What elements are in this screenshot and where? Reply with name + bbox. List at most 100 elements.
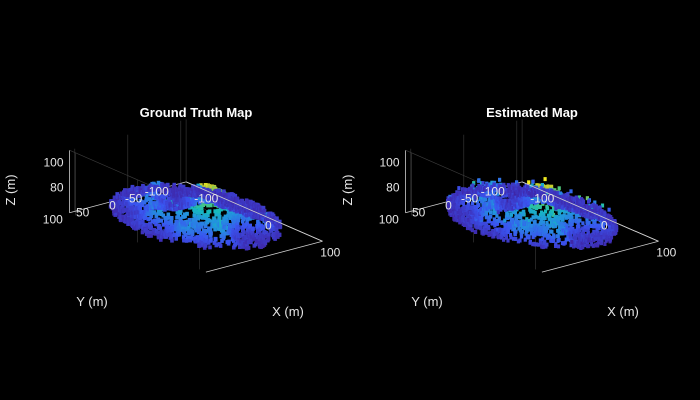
map-point bbox=[257, 230, 262, 235]
map-point bbox=[167, 215, 171, 220]
map-point bbox=[581, 199, 586, 204]
map-point bbox=[153, 218, 158, 223]
map-point bbox=[527, 219, 531, 223]
map-point bbox=[581, 221, 585, 226]
map-point bbox=[203, 243, 208, 248]
map-point bbox=[569, 213, 573, 217]
map-point bbox=[542, 223, 546, 228]
map-point bbox=[527, 201, 531, 205]
map-point bbox=[583, 227, 588, 232]
map-point bbox=[243, 224, 248, 229]
map-point bbox=[247, 204, 251, 208]
point-cloud bbox=[446, 177, 659, 273]
map-point bbox=[586, 229, 590, 234]
map-point bbox=[170, 238, 174, 243]
map-point bbox=[194, 221, 199, 226]
map-point bbox=[527, 195, 531, 200]
map-point bbox=[118, 201, 123, 206]
map-point bbox=[164, 193, 169, 198]
map-point bbox=[449, 197, 453, 201]
map-point bbox=[273, 236, 277, 241]
map-point bbox=[529, 231, 534, 236]
map-point bbox=[159, 189, 163, 194]
map-point bbox=[202, 233, 207, 238]
map-point bbox=[503, 198, 508, 203]
map-point bbox=[231, 192, 236, 197]
map-point bbox=[494, 219, 498, 224]
map-point bbox=[225, 221, 229, 226]
map-point bbox=[533, 210, 537, 215]
map-point bbox=[524, 195, 528, 200]
map-point bbox=[192, 221, 196, 225]
map-point bbox=[568, 231, 573, 236]
map-point bbox=[569, 189, 573, 194]
map-point bbox=[556, 190, 560, 195]
map-point bbox=[194, 228, 199, 233]
map-point bbox=[169, 216, 174, 220]
map-point bbox=[518, 228, 522, 233]
y-axis-label: Y (m) bbox=[76, 294, 108, 309]
map-point bbox=[232, 238, 236, 243]
map-point bbox=[157, 224, 161, 228]
map-point bbox=[217, 188, 222, 193]
map-point bbox=[171, 226, 176, 231]
map-point bbox=[263, 234, 267, 238]
map-point bbox=[235, 221, 240, 225]
map-point bbox=[556, 234, 560, 239]
map-point bbox=[527, 180, 531, 185]
map-point bbox=[214, 212, 218, 217]
map-point bbox=[471, 201, 475, 206]
map-point bbox=[487, 193, 491, 198]
map-point bbox=[157, 185, 162, 190]
map-point bbox=[193, 226, 198, 231]
map-point bbox=[206, 200, 210, 204]
map-point bbox=[233, 230, 237, 235]
map-point bbox=[467, 194, 471, 199]
map-point bbox=[530, 223, 534, 228]
map-point bbox=[251, 226, 255, 231]
map-point bbox=[528, 239, 532, 244]
map-point bbox=[578, 228, 582, 233]
map-point bbox=[557, 197, 561, 202]
map-point bbox=[532, 205, 536, 210]
map-point bbox=[495, 213, 499, 218]
map-point bbox=[515, 190, 519, 194]
map-point bbox=[147, 204, 151, 209]
map-point bbox=[260, 210, 265, 215]
map-point bbox=[517, 190, 521, 195]
map-point bbox=[449, 209, 453, 213]
map-point bbox=[176, 214, 180, 218]
map-point bbox=[132, 221, 136, 225]
map-point bbox=[541, 225, 545, 230]
map-point bbox=[200, 221, 204, 226]
map-point bbox=[253, 235, 258, 240]
map-point bbox=[520, 225, 524, 230]
map-point bbox=[585, 241, 589, 246]
map-point bbox=[497, 235, 501, 240]
map-point bbox=[233, 242, 238, 247]
map-point bbox=[170, 233, 174, 238]
map-point bbox=[577, 195, 581, 200]
map-point bbox=[524, 198, 528, 203]
map-point bbox=[183, 232, 188, 237]
map-point bbox=[185, 238, 189, 242]
map-point bbox=[246, 240, 251, 245]
map-point bbox=[197, 200, 202, 204]
map-point bbox=[506, 213, 510, 217]
map-point bbox=[181, 225, 185, 230]
map-point bbox=[238, 209, 243, 214]
map-point bbox=[242, 229, 246, 234]
map-point bbox=[511, 191, 515, 196]
map-point bbox=[474, 196, 478, 201]
map-point bbox=[196, 185, 201, 190]
map-point bbox=[581, 234, 585, 239]
map-point bbox=[503, 218, 507, 223]
map-point bbox=[114, 198, 119, 203]
map-point bbox=[506, 216, 510, 220]
map-point bbox=[128, 198, 133, 203]
map-point bbox=[565, 225, 569, 230]
map-point bbox=[470, 210, 474, 215]
map-point bbox=[199, 224, 204, 229]
map-point bbox=[198, 215, 203, 220]
map-point bbox=[592, 229, 596, 234]
